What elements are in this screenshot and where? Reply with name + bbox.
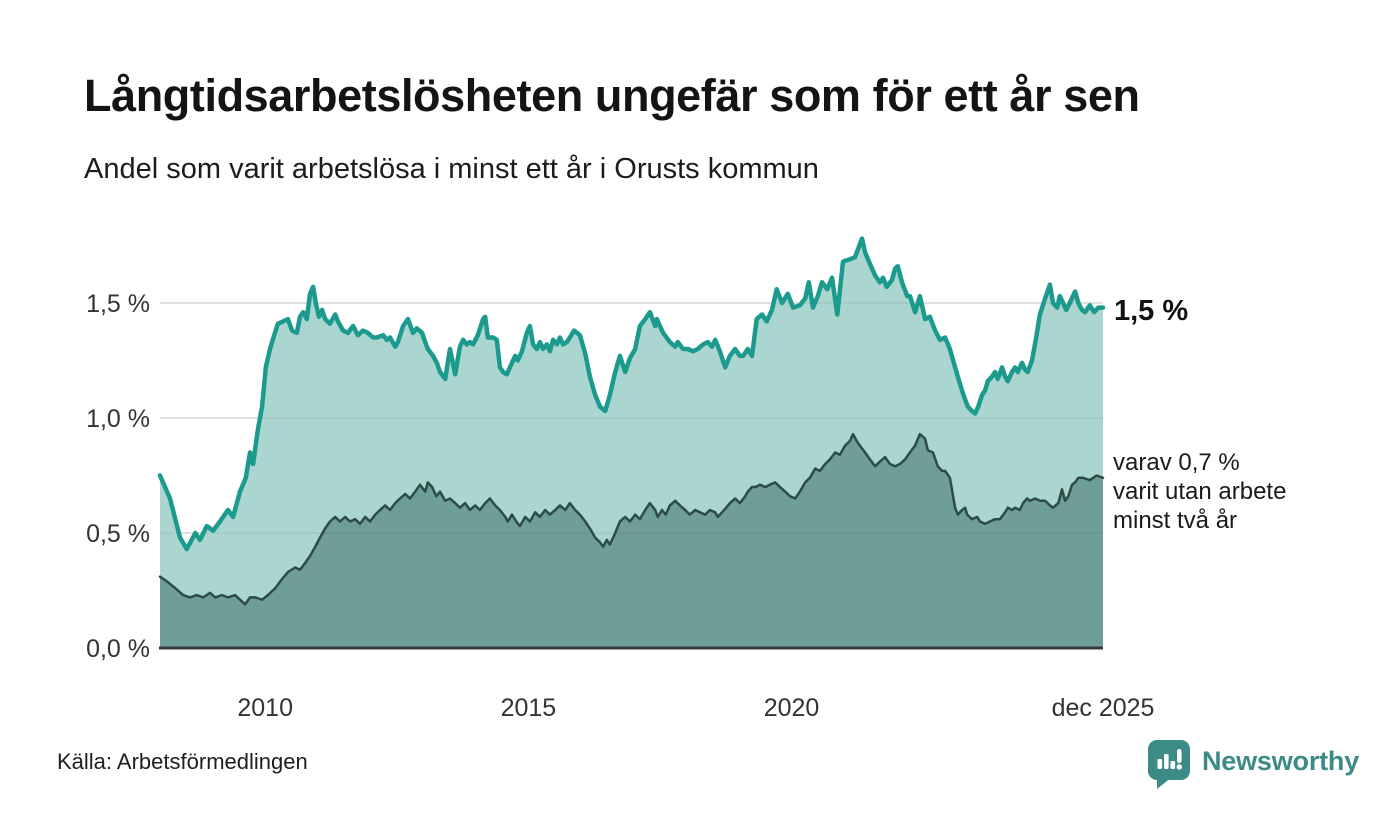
source-note: Källa: Arbetsförmedlingen — [57, 749, 308, 774]
area-two-years — [160, 434, 1103, 648]
x-axis-label: 2020 — [764, 694, 820, 722]
page-title: Långtidsarbetslösheten ungefär som för e… — [84, 70, 1140, 121]
y-axis-label: 0,5 % — [86, 520, 150, 548]
two-year-label-line-1: varav 0,7 % — [1113, 449, 1240, 476]
line-total-one-year — [157, 236, 1106, 552]
x-axis-label: dec 2025 — [1052, 694, 1155, 722]
line-two-years — [158, 432, 1105, 606]
x-axis-label: 2010 — [237, 694, 293, 722]
newsworthy-logo: Newsworthy — [1146, 737, 1359, 790]
newsworthy-wordmark: Newsworthy — [1202, 746, 1360, 776]
bar-chart-glyph — [1157, 749, 1182, 770]
y-axis-label: 0,0 % — [86, 635, 150, 663]
two-year-series-label: varav 0,7 % varit utan arbete minst två … — [1113, 448, 1286, 535]
page-subtitle: Andel som varit arbetslösa i minst ett å… — [84, 153, 819, 185]
latest-total-value-label: 1,5 % — [1114, 295, 1189, 327]
y-axis-label: 1,5 % — [86, 290, 150, 318]
newsworthy-logo-icon — [1148, 740, 1190, 789]
two-year-label-line-2: varit utan arbete — [1113, 478, 1287, 505]
x-axis-label: 2015 — [501, 694, 557, 722]
y-axis-label: 1,0 % — [86, 405, 150, 433]
two-year-label-line-3: minst två år — [1113, 507, 1238, 534]
